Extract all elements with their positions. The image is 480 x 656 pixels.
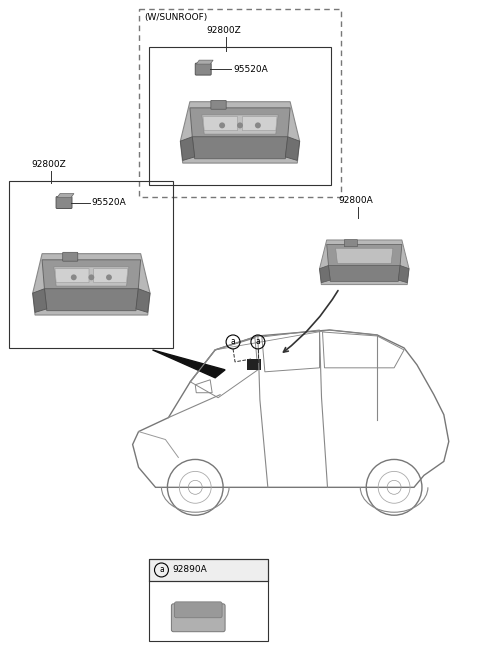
Polygon shape	[57, 194, 74, 197]
Bar	[9, 180, 173, 348]
Polygon shape	[190, 108, 290, 136]
Polygon shape	[202, 115, 278, 134]
Polygon shape	[320, 240, 409, 285]
FancyBboxPatch shape	[211, 100, 226, 110]
FancyBboxPatch shape	[174, 602, 222, 618]
Circle shape	[88, 274, 94, 280]
Polygon shape	[398, 266, 409, 283]
Bar	[247, 359, 261, 370]
Text: 95520A: 95520A	[92, 198, 127, 207]
Text: a: a	[255, 337, 260, 346]
Text: 95520A: 95520A	[233, 64, 268, 73]
Polygon shape	[55, 268, 89, 283]
Polygon shape	[285, 136, 300, 161]
FancyBboxPatch shape	[171, 604, 225, 632]
Text: 92890A: 92890A	[172, 565, 207, 575]
Text: (W/SUNROOF): (W/SUNROOF)	[144, 13, 208, 22]
Bar	[148, 559, 268, 581]
Circle shape	[219, 123, 225, 129]
Polygon shape	[327, 245, 402, 266]
FancyBboxPatch shape	[63, 253, 78, 261]
Bar	[148, 559, 268, 641]
Polygon shape	[153, 350, 225, 378]
Polygon shape	[33, 254, 150, 315]
Text: 92800Z: 92800Z	[206, 26, 241, 35]
Bar	[139, 9, 341, 197]
Polygon shape	[320, 266, 330, 283]
Polygon shape	[192, 136, 288, 159]
Text: 92800Z: 92800Z	[31, 159, 66, 169]
Circle shape	[237, 123, 243, 129]
FancyBboxPatch shape	[344, 239, 358, 247]
Text: a: a	[231, 337, 235, 346]
Circle shape	[71, 274, 77, 280]
Polygon shape	[196, 60, 213, 64]
Circle shape	[106, 274, 112, 280]
Polygon shape	[180, 136, 195, 161]
Polygon shape	[45, 289, 138, 311]
Bar	[148, 47, 332, 184]
Polygon shape	[54, 267, 129, 286]
Circle shape	[255, 123, 261, 129]
Polygon shape	[42, 260, 141, 289]
Polygon shape	[242, 117, 277, 131]
Text: a: a	[159, 565, 164, 575]
Polygon shape	[203, 117, 238, 131]
FancyBboxPatch shape	[56, 197, 72, 209]
Polygon shape	[336, 248, 393, 264]
Polygon shape	[180, 102, 300, 163]
Polygon shape	[136, 289, 150, 312]
Text: 92800A: 92800A	[338, 195, 373, 205]
Polygon shape	[94, 268, 128, 283]
Polygon shape	[328, 266, 400, 281]
FancyBboxPatch shape	[195, 63, 211, 75]
Polygon shape	[33, 289, 47, 312]
